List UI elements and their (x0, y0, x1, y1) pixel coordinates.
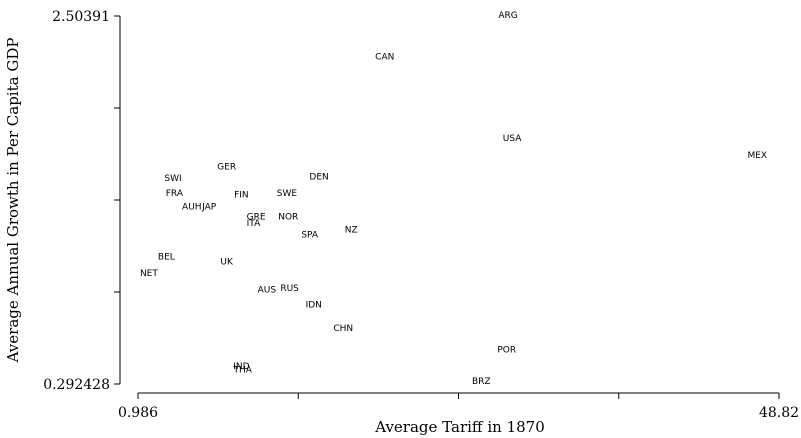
point-label-spa: SPA (301, 231, 319, 241)
point-label-gre: GRE (247, 212, 266, 222)
point-label-can: CAN (375, 53, 394, 63)
x-tick-label-min: 0.986 (118, 405, 158, 421)
y-axis-title: Average Annual Growth in Per Capita GDP (4, 38, 22, 364)
point-label-net: NET (140, 269, 158, 279)
y-ticks (114, 15, 120, 385)
point-label-tha: THA (233, 365, 253, 375)
point-label-swi: SWI (164, 174, 181, 184)
point-label-ger: GER (217, 162, 236, 172)
point-label-den: DEN (309, 172, 328, 182)
point-label-swe: SWE (277, 189, 298, 199)
y-tick-label-max: 2.50391 (52, 9, 110, 25)
point-label-fin: FIN (234, 191, 249, 201)
point-label-nor: NOR (278, 212, 298, 222)
axes (114, 15, 780, 399)
point-label-por: POR (497, 345, 516, 355)
point-label-ind: IND (233, 362, 249, 372)
y-tick-label-min: 0.292428 (43, 377, 110, 393)
point-label-jap: JAP (201, 202, 217, 212)
x-ticks (137, 393, 780, 399)
x-tick-label-max: 48.82 (759, 405, 799, 421)
point-label-uk: UK (220, 257, 234, 267)
point-label-aus: AUS (258, 286, 277, 296)
point-label-nz: NZ (345, 226, 358, 236)
point-label-auh: AUH (182, 202, 202, 212)
point-label-fra: FRA (166, 189, 184, 199)
point-label-rus: RUS (280, 284, 299, 294)
point-label-brz: BRZ (472, 377, 491, 387)
point-label-idn: IDN (306, 301, 322, 311)
point-label-usa: USA (503, 134, 522, 144)
point-label-bel: BEL (158, 252, 175, 262)
x-axis-title: Average Tariff in 1870 (374, 418, 545, 436)
point-label-arg: ARG (498, 11, 517, 21)
point-label-ita: ITA (247, 219, 261, 229)
point-label-chn: CHN (333, 324, 353, 334)
point-label-mex: MEX (747, 151, 767, 161)
data-points: ARG CAN USA MEX GER DEN SWI FRA FIN SWE AUH JAP GRE N… (140, 11, 767, 387)
